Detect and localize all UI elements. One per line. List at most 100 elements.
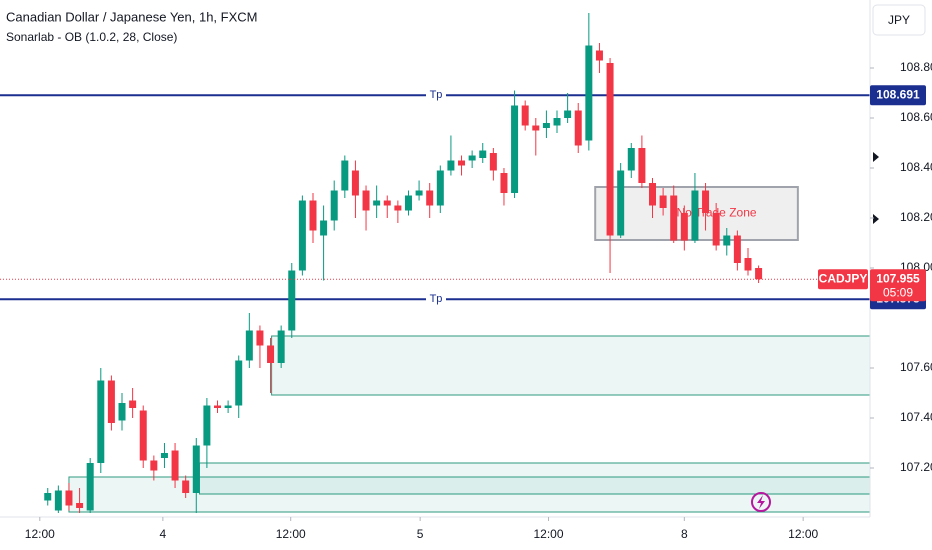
candle-body: [394, 205, 402, 211]
currency-button[interactable]: [872, 4, 926, 36]
axis-marker: [873, 214, 879, 224]
candle-body: [585, 45, 593, 141]
candle-body: [659, 195, 667, 208]
y-tick-label: 108.800: [900, 60, 932, 74]
candle-body: [670, 195, 678, 241]
candle-body: [426, 190, 434, 206]
price-label-box: [870, 85, 926, 106]
candle-body: [97, 380, 105, 463]
y-tick-label: 108.400: [900, 160, 932, 174]
candle-body: [723, 235, 731, 246]
candle-body: [267, 345, 275, 363]
candle-body: [500, 173, 508, 193]
candle-body: [489, 153, 497, 171]
candle-body: [479, 150, 487, 158]
candle-body: [436, 170, 444, 206]
order-block: [271, 335, 871, 396]
candle-body: [638, 148, 646, 183]
candle-body: [564, 110, 572, 118]
candle-body: [224, 405, 232, 408]
y-tick-label: 107.400: [900, 410, 932, 424]
candle-body: [330, 190, 338, 221]
tp-label: Tp: [430, 293, 443, 305]
tp-label: Tp: [430, 89, 443, 101]
candle-body: [139, 410, 147, 461]
x-tick-label: 12:00: [276, 527, 306, 541]
candle-body: [160, 453, 168, 458]
candle-body: [458, 160, 466, 166]
candle-body: [214, 405, 221, 408]
symbol-label: CADJPY: [819, 271, 868, 285]
chart-title: Canadian Dollar / Japanese Yen, 1h, FXCM: [6, 9, 258, 24]
symbol-box: [818, 269, 868, 290]
alert-icon[interactable]: [751, 492, 771, 512]
candle-body: [65, 490, 73, 506]
candle-body: [617, 170, 625, 236]
price-label: 108.691: [876, 87, 920, 101]
candle-body: [553, 118, 561, 126]
last-price-box: [870, 269, 926, 302]
alert-bolt[interactable]: [757, 495, 765, 509]
candle-body: [691, 190, 699, 241]
x-tick-label: 12:00: [788, 527, 818, 541]
candle-body: [44, 493, 52, 501]
candle-body: [415, 190, 423, 196]
candle-body: [320, 220, 328, 236]
candle-body: [256, 330, 264, 346]
x-tick-label: 8: [681, 527, 688, 541]
candle-body: [521, 105, 529, 126]
order-block: [198, 462, 871, 495]
x-tick-label: 12:00: [25, 527, 55, 541]
candle-body: [362, 190, 370, 211]
candle-body: [468, 155, 476, 161]
y-tick-label: 108.600: [900, 110, 932, 124]
order-block: [68, 476, 871, 513]
candle-body: [203, 405, 211, 446]
candle-body: [733, 235, 741, 263]
candle-body: [404, 195, 412, 211]
candle-body: [649, 183, 656, 206]
candle-body: [351, 170, 359, 196]
candle-body: [277, 330, 285, 363]
x-tick-label: 12:00: [534, 527, 564, 541]
candle-body: [309, 200, 317, 231]
candle-body: [182, 480, 190, 493]
candle-body: [298, 200, 306, 271]
candle-body: [511, 105, 519, 193]
candle-body: [129, 400, 137, 408]
candle-body: [383, 200, 391, 206]
candle-body: [702, 190, 710, 213]
candle-body: [235, 360, 243, 406]
countdown-label: 05:09: [883, 285, 913, 299]
candle-body: [447, 160, 455, 171]
candle-body: [341, 160, 349, 191]
candle-body: [373, 200, 381, 206]
tp-label-bg: [426, 292, 446, 307]
x-tick-label: 5: [417, 527, 424, 541]
y-tick-label: 108.200: [900, 210, 932, 224]
candle-body: [574, 110, 582, 146]
currency-button-label[interactable]: JPY: [888, 13, 910, 27]
alert-circle[interactable]: [751, 492, 771, 512]
y-tick-label: 107.200: [900, 460, 932, 474]
candle-body: [171, 450, 179, 481]
candle-body: [150, 460, 158, 471]
candle-body: [86, 463, 94, 511]
candle-body: [76, 503, 84, 508]
candle-body: [532, 125, 540, 131]
candle-body: [107, 380, 115, 423]
last-price-label: 107.955: [876, 271, 920, 285]
y-tick-label: 107.600: [900, 360, 932, 374]
candle-body: [542, 123, 550, 128]
candle-body: [712, 213, 720, 246]
candle-body: [245, 330, 253, 361]
candle-body: [755, 268, 763, 280]
candle-body: [606, 63, 614, 236]
candle-body: [288, 270, 296, 331]
candle-body: [118, 403, 126, 421]
candle-body: [627, 148, 635, 171]
